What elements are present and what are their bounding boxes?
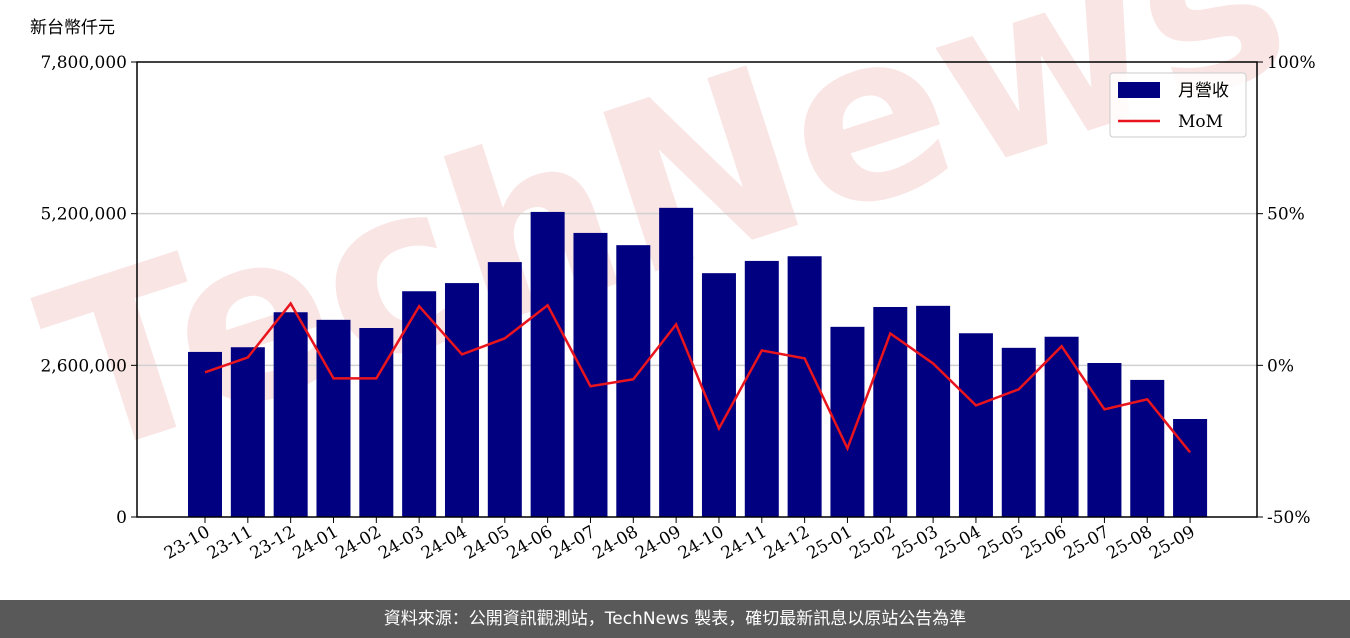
x-tick-label: 24-10 xyxy=(675,522,727,564)
y2-tick-label: 100% xyxy=(1267,53,1316,73)
y-tick-label: 2,600,000 xyxy=(40,356,127,376)
bar xyxy=(444,283,479,517)
x-tick-label: 24-02 xyxy=(332,522,384,564)
x-tick-label: 24-06 xyxy=(504,522,556,564)
x-tick-label: 24-09 xyxy=(632,522,684,564)
bar xyxy=(273,312,308,517)
plot-frame xyxy=(136,61,1258,518)
y-axis-label: 新台幣仟元 xyxy=(30,18,115,38)
x-tick-label: 24-12 xyxy=(761,522,813,564)
x-tick-label: 25-05 xyxy=(975,522,1027,564)
line xyxy=(204,301,1192,454)
x-tick-label: 25-02 xyxy=(846,522,898,564)
y-tick-label: 5,200,000 xyxy=(40,205,127,225)
bar xyxy=(873,307,908,517)
bar xyxy=(1087,363,1122,517)
x-tick-label: 25-08 xyxy=(1103,522,1155,564)
bar xyxy=(230,347,265,517)
legend-label: 月營收 xyxy=(1178,81,1229,101)
x-tick-label: 24-11 xyxy=(718,522,770,564)
bar xyxy=(573,232,608,517)
x-tick-label: 24-01 xyxy=(290,522,342,564)
bar xyxy=(1173,419,1208,517)
x-tick-label: 25-07 xyxy=(1060,522,1112,564)
x-tick-label: 23-10 xyxy=(161,522,213,564)
x-tick-label: 25-03 xyxy=(889,522,941,564)
x-tick-label: 25-09 xyxy=(1146,522,1198,564)
y-tick-label: 0 xyxy=(116,508,127,528)
x-tick-label: 24-03 xyxy=(375,522,427,564)
bar xyxy=(1044,336,1079,517)
x-tick-label: 25-01 xyxy=(804,522,856,564)
legend-label: MoM xyxy=(1178,112,1223,132)
x-tick-label: 25-06 xyxy=(1018,522,1070,564)
x-tick-label: 23-12 xyxy=(247,522,299,564)
bar xyxy=(701,273,736,517)
x-tick-label: 24-08 xyxy=(589,522,641,564)
x-tick-label: 25-04 xyxy=(932,522,984,564)
bar xyxy=(402,291,437,517)
bar xyxy=(1001,347,1036,517)
bar xyxy=(487,262,522,517)
bar xyxy=(744,260,779,517)
bar xyxy=(188,351,222,517)
bar xyxy=(530,211,565,517)
y2-tick-label: -50% xyxy=(1267,508,1311,528)
bar xyxy=(787,256,822,517)
legend-swatch xyxy=(1118,82,1160,98)
y-tick-label: 7,800,000 xyxy=(40,53,127,73)
y2-tick-label: 50% xyxy=(1267,205,1305,225)
bar xyxy=(316,319,351,517)
x-tick-label: 24-07 xyxy=(547,522,599,564)
x-tick-label: 24-05 xyxy=(461,522,513,564)
chart: TechNews02,600,0005,200,0007,800,000-50%… xyxy=(16,0,1316,564)
y2-tick-label: 0% xyxy=(1267,356,1294,376)
footer: 資料來源：公開資訊觀測站，TechNews 製表，確切最新訊息以原站公告為準 xyxy=(0,600,1350,638)
bar xyxy=(916,305,951,517)
bar xyxy=(659,207,694,518)
x-tick-label: 23-11 xyxy=(204,522,256,564)
bar xyxy=(958,333,993,517)
x-tick-label: 24-04 xyxy=(418,522,470,564)
